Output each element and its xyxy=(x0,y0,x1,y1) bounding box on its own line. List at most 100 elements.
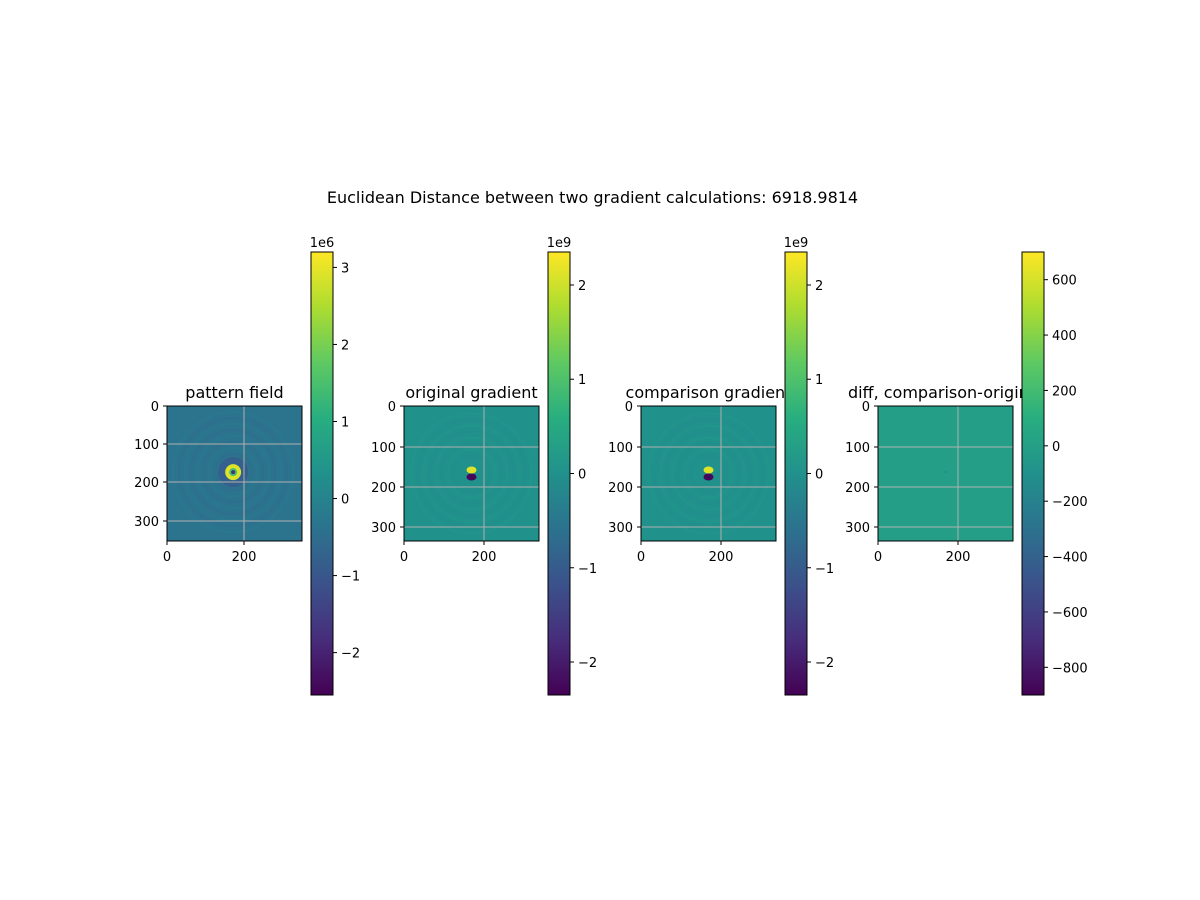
wave-ring xyxy=(689,454,728,493)
y-tick-label: 200 xyxy=(845,481,870,496)
colorbar-tick-label: 0 xyxy=(815,468,823,483)
colorbar-tick-label: −2 xyxy=(815,656,834,671)
x-tick-label: 0 xyxy=(400,550,408,565)
wave-ring xyxy=(446,448,497,499)
colorbar-tick-label: −400 xyxy=(1052,551,1088,566)
subplot-4: 0 200 0 100 200 300 diff, comparison-original 6… xyxy=(845,251,1088,696)
colorbar-multiplier: 1e9 xyxy=(547,236,572,251)
colorbar-tick-label: −600 xyxy=(1052,606,1088,621)
wave-ring xyxy=(683,448,734,499)
subplot-title: comparison gradient xyxy=(626,383,792,402)
wave-ring xyxy=(410,412,533,535)
colorbar-tick-label: 1 xyxy=(578,373,586,388)
subplot-title: pattern field xyxy=(185,383,283,402)
wave-ring xyxy=(171,410,295,534)
wave-ring xyxy=(647,412,770,535)
colorbar-tick-label: 600 xyxy=(1052,274,1077,289)
x-tick-label: 200 xyxy=(946,550,971,565)
y-tick-label: 200 xyxy=(608,481,633,496)
wave-ring xyxy=(201,440,265,504)
colorbar xyxy=(785,252,807,695)
heatmap-content xyxy=(410,412,533,535)
colorbar-tick-label: −2 xyxy=(578,656,597,671)
colorbar-frame xyxy=(310,251,334,696)
wave-ring xyxy=(671,436,746,511)
x-tick-label: 200 xyxy=(232,550,257,565)
diff-speck xyxy=(943,470,947,473)
colorbar-tick-label: 2 xyxy=(341,338,349,353)
colorbar xyxy=(548,252,570,695)
y-tick-label: 100 xyxy=(608,441,633,456)
wave-ring xyxy=(659,424,758,523)
y-tick-label: 100 xyxy=(371,441,396,456)
y-tick-label: 200 xyxy=(371,481,396,496)
figure-suptitle: Euclidean Distance between two gradient … xyxy=(326,188,859,207)
wave-ring xyxy=(195,434,271,510)
colorbar-tick-label: 2 xyxy=(815,279,823,294)
colorbar-tick-label: −1 xyxy=(578,562,597,577)
colorbar-tick-label: 200 xyxy=(1052,384,1077,399)
wave-ring xyxy=(189,428,277,516)
colorbar-tick-label: −800 xyxy=(1052,661,1088,676)
y-tick-label: 0 xyxy=(151,400,159,415)
colorbar-multiplier: 1e9 xyxy=(784,236,809,251)
ring-center xyxy=(231,470,236,475)
y-tick-label: 300 xyxy=(845,521,870,536)
colorbar-tick-label: 2 xyxy=(578,279,586,294)
wave-ring xyxy=(434,436,509,511)
y-tick-label: 0 xyxy=(388,400,396,415)
y-tick-label: 200 xyxy=(134,476,159,491)
y-tick-label: 300 xyxy=(371,521,396,536)
colorbar-frame xyxy=(1021,251,1045,696)
x-tick-label: 0 xyxy=(637,550,645,565)
wave-ring xyxy=(183,422,283,522)
heatmap-content xyxy=(647,412,770,535)
negative-lobe xyxy=(466,473,477,481)
negative-lobe xyxy=(703,473,714,481)
axes-frame xyxy=(877,405,1014,542)
colorbar-tick-label: 0 xyxy=(1052,440,1060,455)
colorbar-tick-label: −1 xyxy=(341,570,360,585)
axes-frame xyxy=(403,405,540,542)
wave-ring xyxy=(452,454,491,493)
subplot-2: 0 200 0 100 200 300 original gradient 2 1 0 −1 −2 1e… xyxy=(371,236,597,696)
axes-frame xyxy=(640,405,777,542)
y-tick-label: 300 xyxy=(134,515,159,530)
positive-lobe xyxy=(466,466,477,474)
wave-ring xyxy=(677,442,740,505)
colorbar xyxy=(1022,252,1044,695)
y-tick-label: 0 xyxy=(625,400,633,415)
wave-ring xyxy=(440,442,503,505)
colorbar-multiplier: 1e6 xyxy=(310,236,335,251)
y-tick-label: 0 xyxy=(862,400,870,415)
wave-ring xyxy=(213,452,253,492)
subplot-title: original gradient xyxy=(405,383,537,402)
colorbar-tick-label: 400 xyxy=(1052,329,1077,344)
y-tick-label: 100 xyxy=(845,441,870,456)
wave-ring xyxy=(428,430,515,517)
colorbar xyxy=(311,252,333,695)
positive-lobe xyxy=(703,466,714,474)
x-tick-label: 200 xyxy=(472,550,497,565)
y-tick-label: 100 xyxy=(134,438,159,453)
x-tick-label: 200 xyxy=(709,550,734,565)
subplot-1: 0 200 0 100 200 300 pattern field 3 2 1 0 −1 −2 1e6 xyxy=(134,236,360,696)
wave-ring xyxy=(665,430,752,517)
x-tick-label: 0 xyxy=(163,550,171,565)
colorbar-tick-label: −2 xyxy=(341,647,360,662)
axes-frame xyxy=(166,405,303,542)
colorbar-tick-label: 1 xyxy=(815,373,823,388)
colorbar-tick-label: 0 xyxy=(578,468,586,483)
colorbar-tick-label: 1 xyxy=(341,415,349,430)
heatmap-background xyxy=(878,406,1013,541)
subplot-3: 0 200 0 100 200 300 comparison gradient 2 1 0 −1 −2… xyxy=(608,236,834,696)
x-tick-label: 0 xyxy=(874,550,882,565)
colorbar-tick-label: 0 xyxy=(341,493,349,508)
wave-ring xyxy=(422,424,521,523)
subplot-title: diff, comparison-original xyxy=(848,383,1043,402)
wave-ring xyxy=(177,416,289,528)
heatmap-content xyxy=(943,470,947,473)
colorbar-tick-label: −200 xyxy=(1052,495,1088,510)
heatmap-content xyxy=(171,410,295,534)
